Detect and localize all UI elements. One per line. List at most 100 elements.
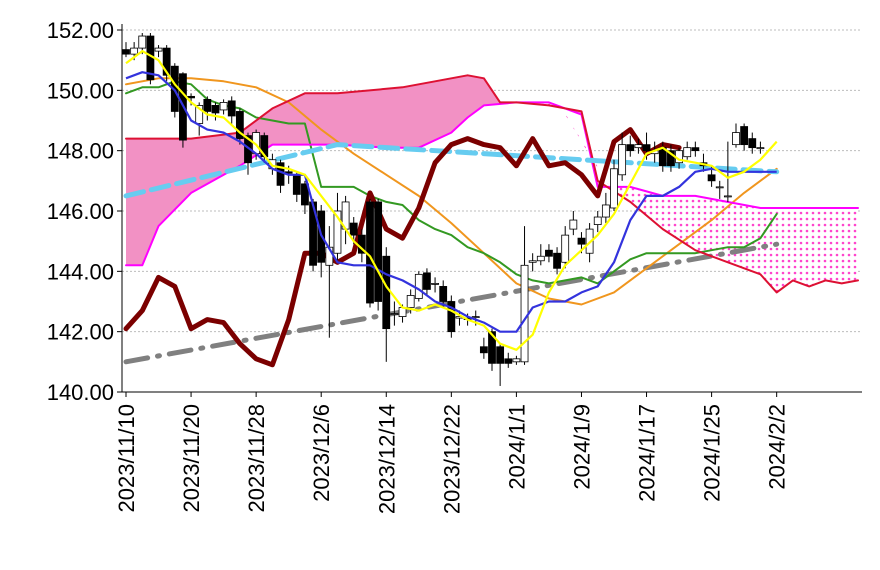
candle-body xyxy=(162,47,171,76)
candle xyxy=(618,132,627,181)
candle-body xyxy=(683,147,692,158)
candle-body xyxy=(545,249,553,257)
trend-line-light-blue xyxy=(123,142,780,199)
y-tick-label: 146.00 xyxy=(47,199,114,224)
y-tick-label: 148.00 xyxy=(47,139,114,164)
y-tick-label: 144.00 xyxy=(47,259,114,284)
candle-body xyxy=(569,219,578,230)
candle-body xyxy=(610,168,618,209)
candle xyxy=(626,135,635,157)
candle-body xyxy=(479,346,488,354)
candle xyxy=(122,42,130,58)
candle xyxy=(553,247,561,275)
kijun-sen-line xyxy=(125,71,777,333)
candle xyxy=(691,141,700,157)
candle-body xyxy=(520,264,529,363)
senkou-span-a-line xyxy=(125,74,859,294)
tenkan-sen-line xyxy=(125,50,778,351)
candle-body xyxy=(130,47,139,55)
candle-body xyxy=(667,150,675,167)
x-tick-label: 2023/11/20 xyxy=(179,404,204,512)
candle-body xyxy=(626,144,635,152)
cloud-bearish xyxy=(520,102,858,293)
candle-body xyxy=(227,100,236,117)
candle xyxy=(756,141,765,154)
candle-body xyxy=(447,301,456,333)
candle xyxy=(447,295,456,338)
candle-body xyxy=(423,272,431,290)
candle-body xyxy=(292,174,301,195)
candle-body xyxy=(715,186,724,189)
candle-body xyxy=(301,183,309,206)
candle xyxy=(748,132,757,154)
x-tick-label: 2023/12/14 xyxy=(374,404,399,514)
candle xyxy=(154,45,163,58)
x-tick-label: 2024/1/9 xyxy=(570,404,595,490)
candle xyxy=(496,343,505,386)
candle-body xyxy=(138,35,147,49)
candle xyxy=(593,211,602,233)
candlesticks xyxy=(122,33,765,386)
x-tick-label: 2024/1/25 xyxy=(700,404,725,502)
x-tick-label: 2024/1/17 xyxy=(635,404,660,502)
candle xyxy=(667,144,675,172)
candle-body xyxy=(512,358,521,363)
candle-body xyxy=(536,255,545,262)
candle-body xyxy=(496,346,505,364)
candle-body xyxy=(349,222,358,236)
x-tick-label: 2023/11/28 xyxy=(244,404,269,512)
candle-body xyxy=(577,237,586,245)
candle-body xyxy=(691,147,700,152)
candle xyxy=(610,159,618,211)
candle-body xyxy=(553,252,561,269)
candle xyxy=(374,198,383,311)
candle-body xyxy=(740,126,749,146)
candle-body xyxy=(366,201,374,304)
candle xyxy=(545,244,553,263)
candle-body xyxy=(561,234,570,263)
candle xyxy=(309,198,317,272)
candle xyxy=(382,247,391,362)
candle-body xyxy=(431,282,439,285)
candle-body xyxy=(439,286,448,302)
x-tick-label: 2023/11/10 xyxy=(114,404,139,512)
candle-body xyxy=(756,147,765,150)
conversion-base-lines xyxy=(125,50,778,351)
candle-body xyxy=(374,201,383,302)
candle xyxy=(715,180,724,199)
candle-body xyxy=(382,255,391,330)
x-tick-label: 2024/2/2 xyxy=(765,404,790,490)
chikou-span-line xyxy=(123,127,682,368)
candle-body xyxy=(488,331,496,364)
candle-body xyxy=(154,47,163,52)
candle-body xyxy=(707,174,716,182)
candle xyxy=(601,192,610,224)
candle-body xyxy=(235,111,244,139)
candle xyxy=(740,123,749,151)
candle-body xyxy=(406,295,415,308)
senkou-span-b-line xyxy=(125,101,859,267)
candle-body xyxy=(187,95,195,99)
candle xyxy=(390,301,399,326)
candle xyxy=(561,226,570,269)
candle xyxy=(431,277,439,293)
candle xyxy=(333,192,342,263)
candle xyxy=(146,33,155,85)
y-tick-label: 140.00 xyxy=(47,380,114,405)
x-tick-label: 2023/12/22 xyxy=(439,404,464,514)
candle xyxy=(219,99,228,115)
candle xyxy=(683,141,692,160)
candle xyxy=(301,180,309,215)
candle xyxy=(569,211,578,236)
y-tick-label: 142.00 xyxy=(47,320,114,345)
candle-body xyxy=(723,195,732,198)
candle-body xyxy=(748,138,757,149)
candle xyxy=(536,244,545,266)
candle xyxy=(203,96,212,121)
axes: 140.00 142.00 144.00 146.00 148.00 150.00 152.… xyxy=(47,18,862,514)
candle xyxy=(439,280,448,308)
candle xyxy=(414,271,423,302)
candle-body xyxy=(471,316,480,318)
candle xyxy=(528,253,537,272)
